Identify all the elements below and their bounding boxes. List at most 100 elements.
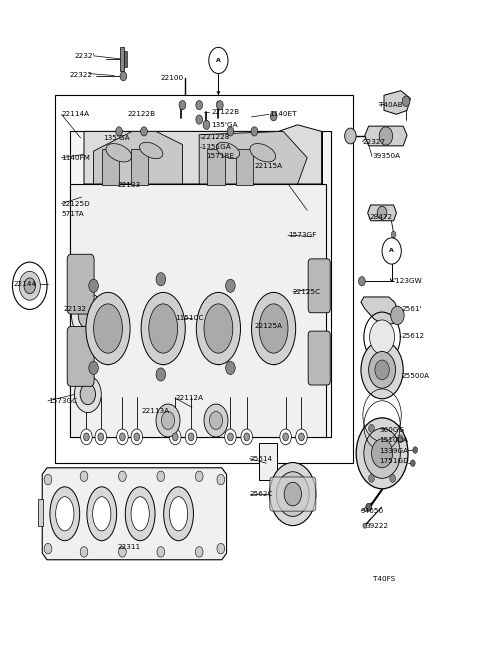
- Circle shape: [89, 279, 98, 292]
- Circle shape: [410, 460, 415, 466]
- Circle shape: [117, 429, 128, 445]
- Circle shape: [80, 384, 96, 405]
- Bar: [207, 149, 225, 185]
- Circle shape: [216, 101, 223, 110]
- Bar: [38, 499, 43, 526]
- Text: A: A: [216, 58, 221, 63]
- Ellipse shape: [140, 143, 163, 158]
- FancyBboxPatch shape: [308, 259, 330, 313]
- Text: 135'GA: 135'GA: [211, 122, 238, 128]
- Circle shape: [375, 360, 389, 380]
- Polygon shape: [365, 126, 407, 146]
- Circle shape: [402, 96, 410, 106]
- Circle shape: [120, 433, 125, 441]
- Circle shape: [98, 433, 104, 441]
- Circle shape: [369, 474, 374, 482]
- Circle shape: [196, 101, 203, 110]
- Bar: [124, 51, 127, 67]
- Circle shape: [24, 278, 36, 294]
- Text: 22115A: 22115A: [254, 162, 283, 169]
- Polygon shape: [199, 131, 307, 184]
- Ellipse shape: [250, 143, 276, 162]
- Text: 1751GD: 1751GD: [379, 458, 409, 464]
- Text: 25614: 25614: [250, 455, 273, 462]
- Ellipse shape: [149, 304, 178, 353]
- Circle shape: [78, 302, 97, 328]
- Circle shape: [299, 433, 304, 441]
- Circle shape: [280, 429, 291, 445]
- Text: 2232': 2232': [74, 53, 95, 59]
- Circle shape: [227, 127, 234, 136]
- Text: '123GW: '123GW: [394, 278, 422, 284]
- Circle shape: [195, 471, 203, 482]
- Circle shape: [276, 472, 309, 516]
- Text: 94650: 94650: [361, 508, 384, 514]
- Ellipse shape: [125, 487, 155, 541]
- Circle shape: [217, 474, 225, 485]
- Text: 22125D: 22125D: [61, 200, 90, 207]
- Circle shape: [161, 411, 175, 430]
- Polygon shape: [42, 468, 227, 560]
- Ellipse shape: [169, 497, 188, 531]
- Text: 1151CC: 1151CC: [175, 315, 204, 321]
- Text: 1573GF: 1573GF: [288, 232, 316, 238]
- Text: 1573GC: 1573GC: [48, 397, 77, 404]
- Circle shape: [156, 368, 166, 381]
- Circle shape: [296, 429, 307, 445]
- Circle shape: [363, 523, 367, 528]
- Circle shape: [157, 471, 165, 482]
- Text: 25500A: 25500A: [401, 373, 430, 379]
- Text: 25612: 25612: [401, 333, 424, 340]
- Bar: [120, 47, 124, 71]
- Circle shape: [179, 101, 186, 110]
- Text: 2562C: 2562C: [250, 491, 273, 497]
- Ellipse shape: [106, 143, 132, 162]
- Polygon shape: [84, 131, 322, 184]
- Circle shape: [169, 429, 181, 445]
- Circle shape: [188, 433, 194, 441]
- FancyBboxPatch shape: [70, 131, 331, 437]
- Ellipse shape: [259, 304, 288, 353]
- Circle shape: [251, 127, 258, 136]
- Circle shape: [119, 547, 126, 557]
- Circle shape: [119, 471, 126, 482]
- Ellipse shape: [93, 497, 111, 531]
- Text: 22133: 22133: [118, 182, 141, 189]
- Circle shape: [172, 433, 178, 441]
- Circle shape: [74, 376, 101, 413]
- Circle shape: [283, 433, 288, 441]
- Text: 28472: 28472: [370, 214, 393, 220]
- Ellipse shape: [56, 497, 74, 531]
- Text: T40FS: T40FS: [373, 576, 396, 583]
- Ellipse shape: [164, 487, 193, 541]
- Circle shape: [120, 72, 127, 81]
- Text: 1510DA: 1510DA: [379, 437, 408, 443]
- Circle shape: [134, 433, 140, 441]
- Text: 22322: 22322: [70, 72, 93, 78]
- Circle shape: [196, 115, 203, 124]
- Text: 1571RE: 1571RE: [206, 153, 235, 160]
- Circle shape: [156, 404, 180, 437]
- Circle shape: [209, 411, 223, 430]
- Circle shape: [379, 127, 393, 145]
- Bar: [131, 149, 148, 185]
- Ellipse shape: [252, 292, 296, 365]
- Circle shape: [226, 361, 235, 374]
- Ellipse shape: [204, 304, 233, 353]
- Bar: [236, 149, 253, 185]
- Ellipse shape: [87, 487, 117, 541]
- Circle shape: [391, 306, 404, 325]
- Text: 22112A: 22112A: [175, 395, 204, 401]
- Text: 22122B: 22122B: [211, 108, 240, 115]
- Circle shape: [116, 127, 122, 136]
- Text: 135'GA: 135'GA: [103, 135, 130, 141]
- Circle shape: [157, 547, 165, 557]
- Circle shape: [72, 293, 104, 338]
- Circle shape: [141, 127, 147, 136]
- Ellipse shape: [216, 143, 240, 158]
- Polygon shape: [70, 184, 326, 437]
- Text: A: A: [389, 248, 394, 254]
- Circle shape: [370, 320, 395, 354]
- Circle shape: [81, 429, 92, 445]
- Circle shape: [369, 424, 374, 432]
